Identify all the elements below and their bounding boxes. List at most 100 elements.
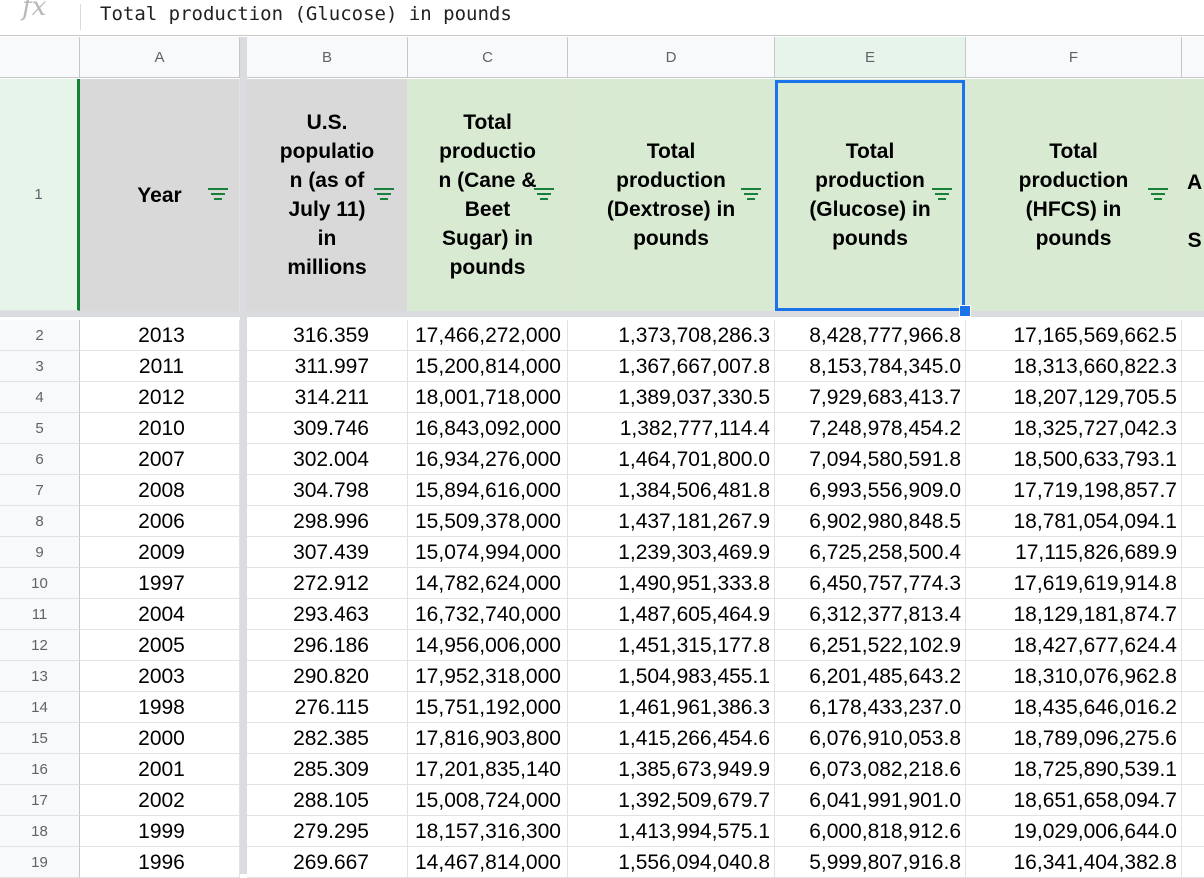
table-cell[interactable] [1182, 475, 1204, 506]
table-cell[interactable]: 18,157,316,300 [408, 816, 568, 847]
formula-bar-input[interactable]: Total production (Glucose) in pounds [100, 3, 512, 25]
table-cell[interactable]: 276.115 [247, 692, 408, 723]
table-cell[interactable]: 16,843,092,000 [408, 413, 568, 444]
filter-icon[interactable] [534, 188, 556, 204]
table-cell[interactable] [1182, 816, 1204, 847]
table-cell[interactable]: 18,001,718,000 [408, 382, 568, 413]
table-cell[interactable]: 14,467,814,000 [408, 847, 568, 878]
table-cell[interactable]: 18,435,646,016.2 [966, 692, 1182, 723]
table-cell[interactable]: 1996 [80, 847, 240, 878]
header-glucose[interactable]: Total production (Glucose) in pounds [775, 79, 966, 311]
table-cell[interactable]: 1,461,961,386.3 [568, 692, 775, 723]
table-cell[interactable]: 15,509,378,000 [408, 506, 568, 537]
table-cell[interactable]: 2005 [80, 630, 240, 661]
column-header-a[interactable]: A [80, 37, 240, 78]
row-header-4[interactable]: 4 [0, 382, 80, 413]
table-cell[interactable]: 279.295 [247, 816, 408, 847]
table-cell[interactable]: 6,993,556,909.0 [775, 475, 966, 506]
filter-icon[interactable] [208, 188, 230, 204]
table-cell[interactable]: 1,437,181,267.9 [568, 506, 775, 537]
table-cell[interactable]: 18,427,677,624.4 [966, 630, 1182, 661]
row-header-9[interactable]: 9 [0, 537, 80, 568]
table-cell[interactable]: 17,719,198,857.7 [966, 475, 1182, 506]
table-cell[interactable]: 15,008,724,000 [408, 785, 568, 816]
table-cell[interactable] [1182, 413, 1204, 444]
table-cell[interactable]: 1,367,667,007.8 [568, 351, 775, 382]
row-freeze-handle[interactable] [0, 311, 1204, 317]
table-cell[interactable]: 18,781,054,094.1 [966, 506, 1182, 537]
table-cell[interactable] [1182, 382, 1204, 413]
table-cell[interactable]: 2002 [80, 785, 240, 816]
table-cell[interactable] [1182, 754, 1204, 785]
table-cell[interactable]: 15,074,994,000 [408, 537, 568, 568]
row-header-3[interactable]: 3 [0, 351, 80, 382]
table-cell[interactable]: 16,934,276,000 [408, 444, 568, 475]
table-cell[interactable]: 6,076,910,053.8 [775, 723, 966, 754]
table-cell[interactable]: 7,929,683,413.7 [775, 382, 966, 413]
table-cell[interactable]: 1,415,266,454.6 [568, 723, 775, 754]
table-cell[interactable] [1182, 568, 1204, 599]
table-cell[interactable]: 6,450,757,774.3 [775, 568, 966, 599]
table-cell[interactable]: 269.667 [247, 847, 408, 878]
table-cell[interactable]: 6,251,522,102.9 [775, 630, 966, 661]
table-cell[interactable] [1182, 506, 1204, 537]
table-cell[interactable]: 6,000,818,912.6 [775, 816, 966, 847]
table-cell[interactable]: 288.105 [247, 785, 408, 816]
row-header-10[interactable]: 10 [0, 568, 80, 599]
table-cell[interactable]: 2000 [80, 723, 240, 754]
column-header-f[interactable]: F [966, 37, 1182, 78]
table-cell[interactable]: 17,115,826,689.9 [966, 537, 1182, 568]
table-cell[interactable]: 290.820 [247, 661, 408, 692]
table-cell[interactable]: 1,490,951,333.8 [568, 568, 775, 599]
row-header-7[interactable]: 7 [0, 475, 80, 506]
header-cane-beet-sugar[interactable]: Total productio n (Cane & Beet Sugar) in poun… [408, 79, 568, 311]
table-cell[interactable]: 1,389,037,330.5 [568, 382, 775, 413]
table-cell[interactable]: 17,619,619,914.8 [966, 568, 1182, 599]
table-cell[interactable]: 15,894,616,000 [408, 475, 568, 506]
table-cell[interactable]: 2009 [80, 537, 240, 568]
table-cell[interactable]: 302.004 [247, 444, 408, 475]
table-cell[interactable] [1182, 723, 1204, 754]
table-cell[interactable]: 17,952,318,000 [408, 661, 568, 692]
table-cell[interactable]: 1,464,701,800.0 [568, 444, 775, 475]
row-header-15[interactable]: 15 [0, 723, 80, 754]
header-population[interactable]: U.S. populatio n (as of July 11) in millions [247, 79, 408, 311]
table-cell[interactable] [1182, 444, 1204, 475]
table-cell[interactable]: 1,392,509,679.7 [568, 785, 775, 816]
table-cell[interactable]: 18,789,096,275.6 [966, 723, 1182, 754]
table-cell[interactable]: 17,466,272,000 [408, 320, 568, 351]
column-header-e[interactable]: E [775, 37, 966, 78]
table-cell[interactable]: 17,201,835,140 [408, 754, 568, 785]
table-cell[interactable]: 282.385 [247, 723, 408, 754]
table-cell[interactable]: 14,956,006,000 [408, 630, 568, 661]
table-cell[interactable]: 6,178,433,237.0 [775, 692, 966, 723]
table-cell[interactable]: 6,201,485,643.2 [775, 661, 966, 692]
table-cell[interactable]: 2010 [80, 413, 240, 444]
table-cell[interactable]: 304.798 [247, 475, 408, 506]
table-cell[interactable]: 18,725,890,539.1 [966, 754, 1182, 785]
table-cell[interactable]: 18,325,727,042.3 [966, 413, 1182, 444]
table-cell[interactable]: 5,999,807,916.8 [775, 847, 966, 878]
table-cell[interactable]: 1,382,777,114.4 [568, 413, 775, 444]
table-cell[interactable]: 6,312,377,813.4 [775, 599, 966, 630]
row-header-16[interactable]: 16 [0, 754, 80, 785]
table-cell[interactable]: 7,248,978,454.2 [775, 413, 966, 444]
table-cell[interactable]: 8,153,784,345.0 [775, 351, 966, 382]
column-header-c[interactable]: C [408, 37, 568, 78]
table-cell[interactable]: 6,725,258,500.4 [775, 537, 966, 568]
table-cell[interactable]: 1,385,673,949.9 [568, 754, 775, 785]
column-header-d[interactable]: D [568, 37, 775, 78]
table-cell[interactable]: 298.996 [247, 506, 408, 537]
table-cell[interactable] [1182, 599, 1204, 630]
table-cell[interactable]: 1,384,506,481.8 [568, 475, 775, 506]
table-cell[interactable]: 1999 [80, 816, 240, 847]
table-cell[interactable] [1182, 661, 1204, 692]
table-cell[interactable]: 1,487,605,464.9 [568, 599, 775, 630]
table-cell[interactable]: 16,732,740,000 [408, 599, 568, 630]
filter-icon[interactable] [932, 188, 954, 204]
table-cell[interactable]: 316.359 [247, 320, 408, 351]
row-header-6[interactable]: 6 [0, 444, 80, 475]
table-cell[interactable]: 1,413,994,575.1 [568, 816, 775, 847]
table-cell[interactable]: 18,651,658,094.7 [966, 785, 1182, 816]
